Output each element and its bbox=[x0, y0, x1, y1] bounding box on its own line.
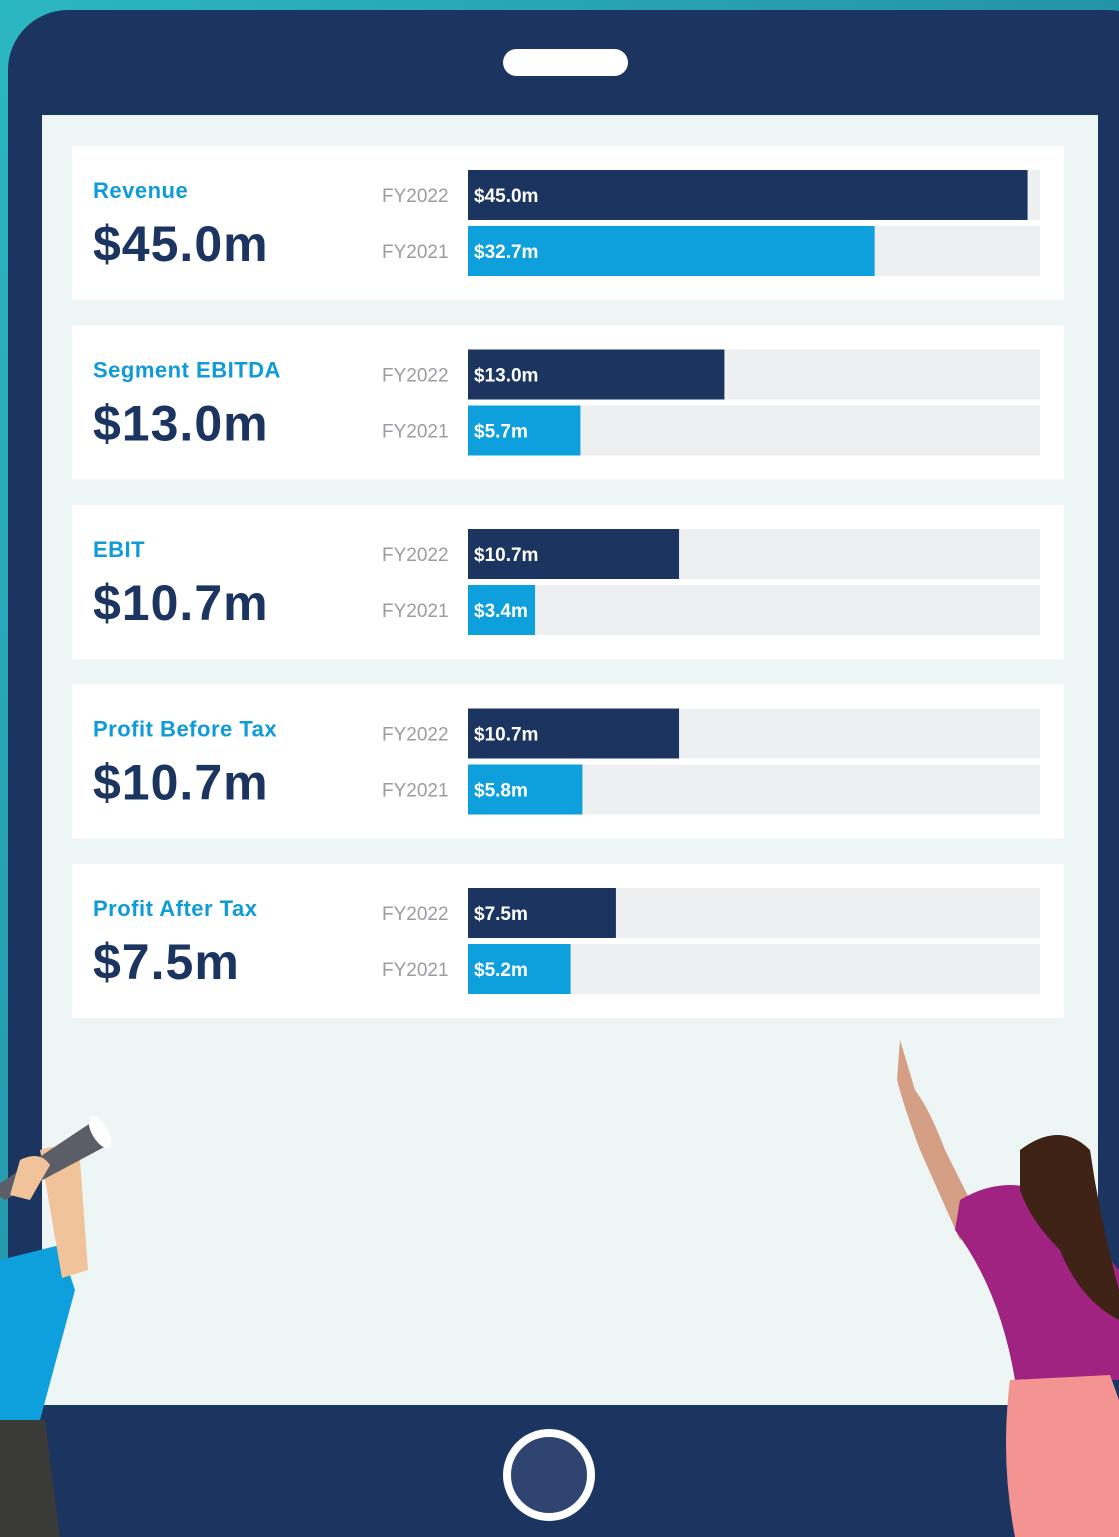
metric-card: Profit After Tax $7.5m FY2022 $7.5m FY2021 $5… bbox=[72, 864, 1064, 1018]
person-right bbox=[897, 1040, 1119, 1537]
bar-value-label: $10.7m bbox=[474, 725, 538, 746]
bar bbox=[468, 405, 581, 456]
metric-card: Profit Before Tax $10.7m FY2022 $10.7m FY202… bbox=[72, 684, 1064, 839]
tablet-speaker bbox=[503, 49, 628, 76]
bar bbox=[468, 764, 583, 815]
metric-headline: $45.0m bbox=[93, 216, 269, 272]
category-label: FY2021 bbox=[382, 242, 449, 263]
person-left bbox=[0, 1115, 112, 1537]
bar-value-label: $13.0m bbox=[474, 366, 538, 387]
cards: Revenue $45.0m FY2022 $45.0m FY2021 $32.7m Seg… bbox=[72, 146, 1064, 1018]
category-label: FY2022 bbox=[382, 545, 449, 566]
bar-track bbox=[468, 585, 1040, 635]
bar bbox=[468, 888, 616, 938]
metric-card: Segment EBITDA $13.0m FY2022 $13.0m FY2021 $5… bbox=[72, 325, 1064, 480]
bar-value-label: $5.8m bbox=[474, 781, 528, 802]
metric-title: Revenue bbox=[93, 178, 188, 203]
metric-headline: $10.7m bbox=[93, 575, 269, 631]
metric-card: EBIT $10.7m FY2022 $10.7m FY2021 $3.4m bbox=[72, 505, 1064, 659]
bar-value-label: $32.7m bbox=[474, 242, 538, 263]
bar-value-label: $3.4m bbox=[474, 601, 528, 622]
metric-title: Profit After Tax bbox=[93, 896, 258, 921]
category-label: FY2022 bbox=[382, 904, 449, 925]
home-button bbox=[503, 1429, 595, 1521]
category-label: FY2021 bbox=[382, 781, 449, 802]
metric-title: Segment EBITDA bbox=[93, 357, 281, 382]
category-label: FY2021 bbox=[382, 422, 449, 443]
bar-value-label: $7.5m bbox=[474, 904, 528, 925]
bar-value-label: $45.0m bbox=[474, 186, 538, 207]
bar-value-label: $5.2m bbox=[474, 960, 528, 981]
bar bbox=[468, 170, 1028, 220]
category-label: FY2021 bbox=[382, 960, 449, 981]
bar bbox=[468, 944, 571, 994]
metric-title: Profit Before Tax bbox=[93, 716, 277, 741]
bar-value-label: $5.7m bbox=[474, 422, 528, 443]
metric-title: EBIT bbox=[93, 537, 145, 562]
category-label: FY2022 bbox=[382, 366, 449, 387]
bar bbox=[468, 529, 680, 579]
category-label: FY2021 bbox=[382, 601, 449, 622]
metric-headline: $10.7m bbox=[93, 755, 269, 811]
bar bbox=[468, 585, 536, 635]
metric-headline: $7.5m bbox=[93, 934, 240, 990]
bar bbox=[468, 226, 875, 276]
bar-value-label: $10.7m bbox=[474, 545, 538, 566]
metric-card: Revenue $45.0m FY2022 $45.0m FY2021 $32.7m bbox=[72, 146, 1064, 300]
category-label: FY2022 bbox=[382, 186, 449, 207]
bar bbox=[468, 708, 680, 759]
category-label: FY2022 bbox=[382, 725, 449, 746]
metric-headline: $13.0m bbox=[93, 396, 269, 452]
bar bbox=[468, 349, 725, 400]
